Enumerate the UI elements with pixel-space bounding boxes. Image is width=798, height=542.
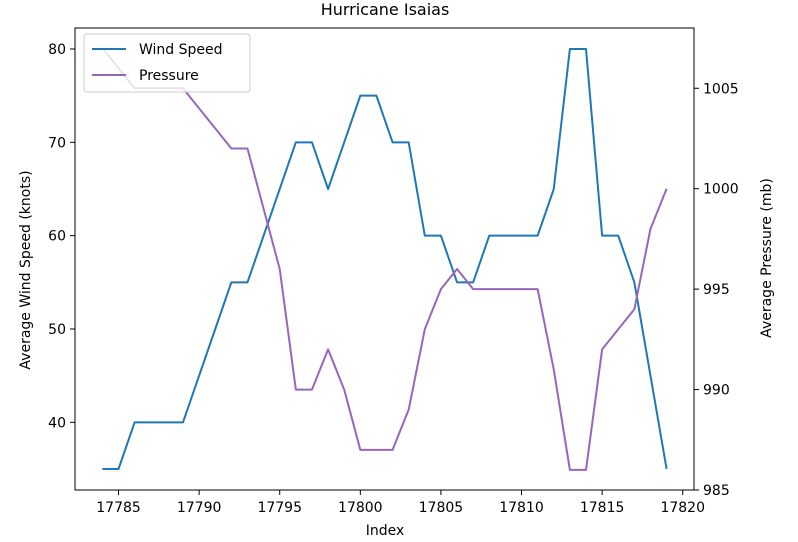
left-tick-label: 80 — [48, 42, 66, 58]
right-tick-label: 990 — [703, 383, 730, 399]
x-tick-label: 17815 — [580, 500, 625, 516]
x-axis-label: Index — [366, 523, 405, 539]
x-tick-label: 17785 — [96, 500, 141, 516]
left-axis-ticks: 40 50 60 70 80 — [48, 42, 75, 431]
left-axis-label: Average Wind Speed (knots) — [18, 170, 34, 369]
chart-title: Hurricane Isaias — [321, 0, 450, 19]
plot-frame — [74, 27, 695, 491]
series-line-pressure — [101, 47, 668, 471]
right-axis-label: Average Pressure (mb) — [759, 178, 775, 338]
right-axis-ticks: 985 990 995 1000 1005 — [694, 81, 739, 499]
x-tick-label: 17810 — [499, 500, 544, 516]
right-tick-label: 1000 — [703, 182, 739, 198]
right-tick-label: 1005 — [703, 81, 739, 97]
left-tick-label: 40 — [48, 415, 66, 431]
series-line-wind-speed — [102, 48, 668, 470]
right-tick-label: 995 — [703, 282, 730, 298]
left-tick-label: 70 — [48, 135, 66, 151]
legend-label-pressure: Pressure — [139, 68, 199, 84]
legend-label-wind-speed: Wind Speed — [139, 42, 223, 58]
x-tick-label: 17820 — [660, 500, 705, 516]
series-layer — [101, 47, 668, 471]
x-tick-label: 17805 — [419, 500, 464, 516]
x-tick-label: 17800 — [338, 500, 383, 516]
x-axis-ticks: 17785 17790 17795 17800 17805 17810 17815 17820 — [96, 490, 705, 516]
left-tick-label: 60 — [48, 229, 66, 245]
plot-area-border — [74, 27, 695, 491]
legend: Wind Speed Pressure — [83, 33, 251, 93]
right-tick-label: 985 — [703, 483, 730, 499]
x-tick-label: 17790 — [177, 500, 222, 516]
x-tick-label: 17795 — [257, 500, 302, 516]
left-tick-label: 50 — [48, 322, 66, 338]
